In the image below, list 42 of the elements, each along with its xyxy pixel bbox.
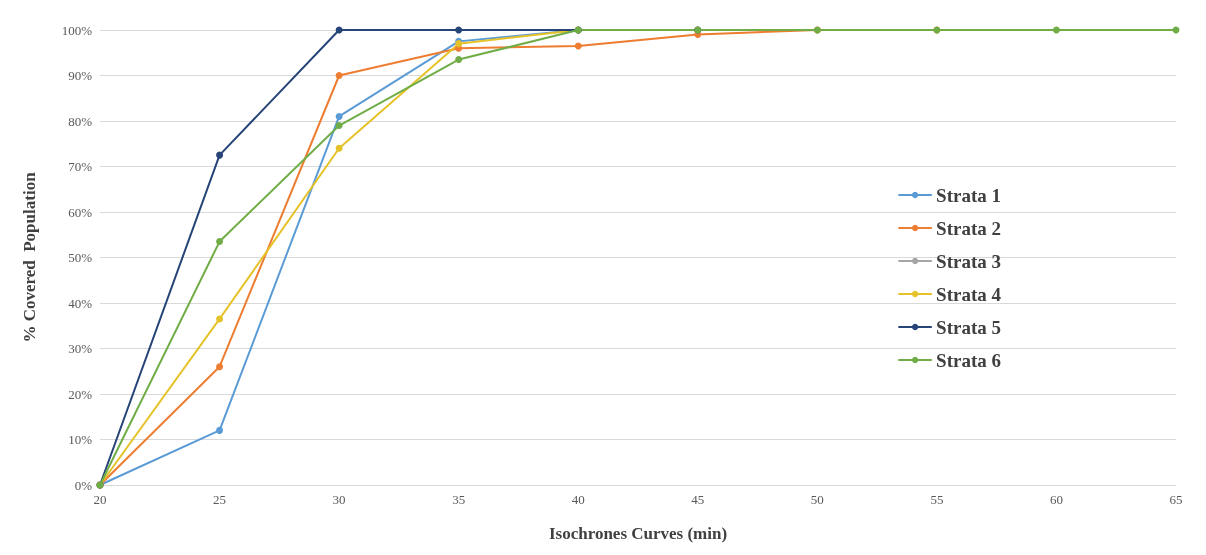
y-tick-label: 40% xyxy=(68,295,93,311)
legend-label: Strata 2 xyxy=(936,217,1001,239)
point xyxy=(455,56,463,64)
y-tick-label: 0% xyxy=(74,477,93,493)
x-tick-label: 35 xyxy=(452,492,466,507)
y-axis-title: % Covered Population xyxy=(20,171,39,343)
y-tick-label: 20% xyxy=(68,386,93,402)
point xyxy=(1052,26,1060,34)
legend-label: Strata 6 xyxy=(936,349,1001,371)
x-tick-label: 25 xyxy=(213,492,227,507)
legend-label: Strata 3 xyxy=(936,250,1001,272)
y-tick-label: 10% xyxy=(68,432,93,447)
y-tick-label: 100% xyxy=(61,22,93,38)
point xyxy=(216,238,224,246)
legend-label: Strata 4 xyxy=(936,283,1002,305)
x-axis-title: Isochrones Curves (min) xyxy=(548,524,728,543)
x-tick-label: 45 xyxy=(691,492,705,507)
point xyxy=(216,315,224,323)
x-tick-label: 20 xyxy=(93,492,107,507)
point xyxy=(455,26,463,34)
x-tick-label: 40 xyxy=(571,492,585,507)
x-tick-label: 60 xyxy=(1049,492,1063,507)
y-tick-label: 30% xyxy=(68,341,93,356)
point xyxy=(335,144,343,152)
point xyxy=(216,151,224,159)
y-tick-label: 90% xyxy=(68,68,93,83)
y-tick-label: 70% xyxy=(68,159,93,174)
x-tick-label: 65 xyxy=(1169,492,1183,507)
y-tick-label: 50% xyxy=(68,250,93,265)
point xyxy=(335,72,343,79)
y-tick-label: 60% xyxy=(68,204,93,220)
x-tick-label: 30 xyxy=(332,492,346,507)
x-tick-label: 55 xyxy=(930,492,944,507)
point xyxy=(574,42,582,50)
legend-label: Strata 5 xyxy=(936,316,1001,338)
point xyxy=(335,112,343,120)
point xyxy=(216,426,224,434)
legend-label: Strata 1 xyxy=(936,184,1001,206)
y-tick-label: 80% xyxy=(68,113,93,129)
point xyxy=(216,363,224,371)
x-tick-label: 50 xyxy=(810,492,824,507)
point xyxy=(335,122,343,130)
